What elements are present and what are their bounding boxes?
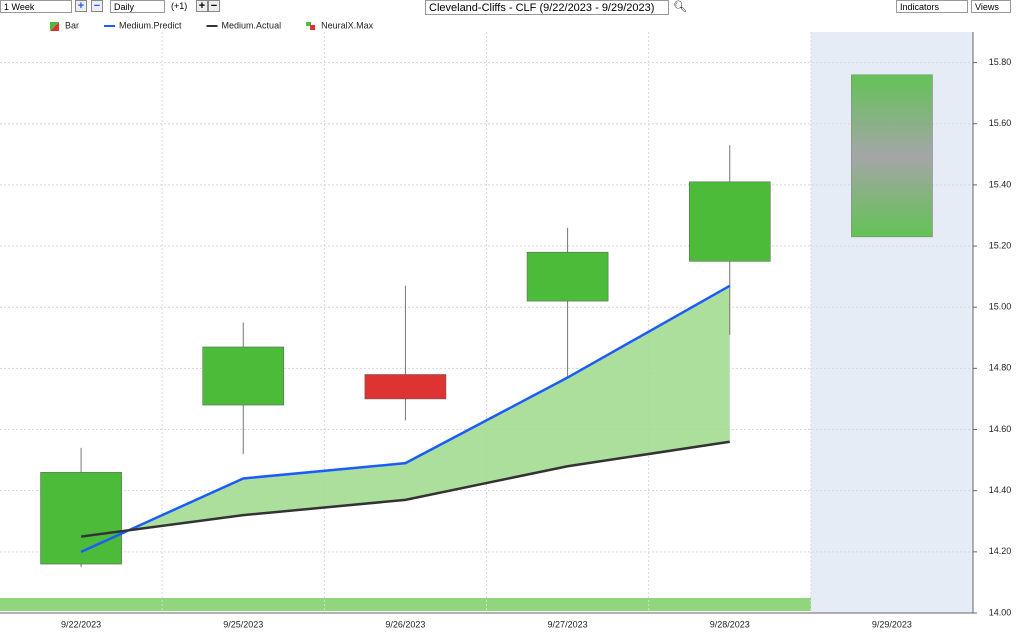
period-select[interactable]: 1 Week xyxy=(0,0,72,13)
indicators-select[interactable]: Indicators xyxy=(896,0,968,13)
x-tick-label: 9/28/2023 xyxy=(710,619,750,629)
legend-label: NeuralX.Max xyxy=(321,20,374,30)
search-icon[interactable]: 🔍︎ xyxy=(673,1,687,13)
y-tick-label: 15.80 xyxy=(989,57,1012,67)
y-tick-label: 14.40 xyxy=(989,485,1012,495)
legend-label: Bar xyxy=(65,20,79,30)
offset-label: (+1) xyxy=(168,0,194,13)
y-tick-label: 15.20 xyxy=(989,240,1012,250)
legend-icon xyxy=(50,22,59,31)
y-tick-label: 14.00 xyxy=(989,607,1012,617)
offset-plus[interactable]: + xyxy=(196,0,208,12)
candle-body xyxy=(364,374,447,400)
y-tick-label: 15.60 xyxy=(989,118,1012,128)
chart: 14.00 14.20 14.40 14.60 14.80 15.00 15.20 15.40… xyxy=(0,20,1012,629)
x-tick-label: 9/29/2023 xyxy=(872,619,912,629)
zoom-out[interactable]: − xyxy=(91,0,103,12)
offset-minus[interactable]: − xyxy=(208,0,220,12)
forecast-range xyxy=(851,74,933,238)
y-tick-label: 15.00 xyxy=(989,302,1012,312)
y-tick-label: 15.40 xyxy=(989,179,1012,189)
legend-label: Medium.Actual xyxy=(222,20,282,30)
x-tick-label: 9/25/2023 xyxy=(223,619,263,629)
y-tick-label: 14.80 xyxy=(989,363,1012,373)
candle-body xyxy=(688,181,771,262)
line-2 xyxy=(80,440,730,538)
candle-body xyxy=(40,472,122,565)
legend-icon xyxy=(306,22,312,26)
legend-label: Medium.Predict xyxy=(119,20,182,30)
x-tick-label: 9/27/2023 xyxy=(548,619,588,629)
zoom-in[interactable]: + xyxy=(75,0,87,12)
spread-area xyxy=(81,285,730,552)
candle-body xyxy=(202,346,285,406)
x-tick-label: 9/22/2023 xyxy=(61,619,101,629)
symbol-input[interactable]: Cleveland-Cliffs - CLF (9/22/2023 - 9/29… xyxy=(425,0,669,15)
views-select[interactable]: Views xyxy=(971,0,1011,13)
y-tick-label: 14.60 xyxy=(989,424,1012,434)
y-tick-label: 14.20 xyxy=(989,546,1012,556)
indicator-strip xyxy=(0,598,811,611)
legend-icon xyxy=(310,25,316,30)
candle-body xyxy=(526,251,609,302)
x-tick-label: 9/26/2023 xyxy=(385,619,425,629)
interval-select[interactable]: Daily xyxy=(110,0,165,13)
line-1 xyxy=(80,284,731,553)
